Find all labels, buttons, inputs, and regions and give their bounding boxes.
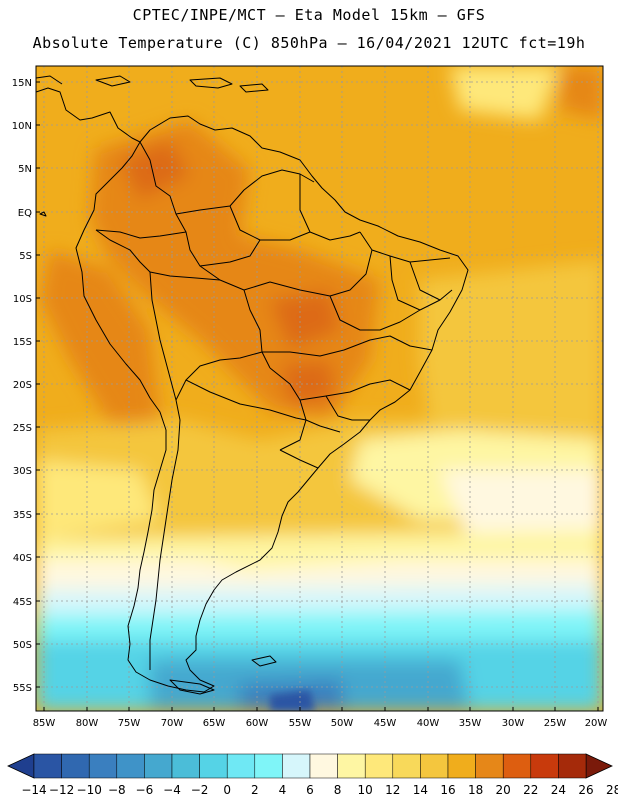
colorbar-left-arrow	[7, 753, 35, 779]
lat-label: 40S	[13, 553, 32, 564]
colorbar-label: 26	[578, 783, 593, 797]
lat-label: 15S	[13, 337, 32, 348]
lon-label: 40W	[417, 718, 440, 729]
lat-label: 30S	[13, 466, 32, 477]
chart-title-line1: CPTEC/INPE/MCT – Eta Model 15km – GFS	[132, 6, 486, 24]
lon-label: 20W	[585, 718, 608, 729]
colorbar-label: 20	[496, 783, 511, 797]
colorbar-label: 14	[413, 783, 428, 797]
colorbar-cell	[447, 753, 476, 779]
colorbar-label: −4	[163, 783, 181, 797]
colorbar-label: 22	[523, 783, 538, 797]
colorbar-cell	[171, 753, 200, 779]
chart-title-line2: Absolute Temperature (C) 850hPa – 16/04/…	[32, 34, 586, 52]
colorbar-label: −6	[136, 783, 154, 797]
colorbar-label: −2	[191, 783, 209, 797]
colorbar-cell	[530, 753, 559, 779]
colorbar-cell	[226, 753, 256, 779]
lat-label: 25S	[13, 423, 32, 434]
lon-label: 35W	[459, 718, 482, 729]
colorbar-cell	[337, 753, 366, 779]
temperature-field	[36, 66, 603, 711]
lon-label: 65W	[203, 718, 226, 729]
latitude-axis: 15N 10N 5N EQ 5S 10S 15S 20S 25S 30S 35S…	[12, 78, 40, 694]
colorbar-label: 16	[440, 783, 455, 797]
lon-label: 85W	[33, 718, 56, 729]
map-frame	[35, 65, 604, 712]
lon-label: 30W	[502, 718, 525, 729]
lat-label: 35S	[13, 510, 32, 521]
colorbar-cell	[254, 753, 283, 779]
longitude-axis: 85W 80W 75W 70W 65W 60W 55W 50W 45W 40W …	[33, 707, 608, 729]
colorbar-label: −12	[49, 783, 74, 797]
colorbar-right-arrow	[585, 753, 613, 779]
colorbar-cell	[282, 753, 311, 779]
colorbar-cell	[309, 753, 338, 779]
colorbar-cell	[88, 753, 118, 779]
colorbar-cell	[558, 753, 587, 779]
colorbar-cell	[392, 753, 421, 779]
colorbar-label: 4	[279, 783, 287, 797]
lat-label: 5N	[18, 164, 32, 175]
colorbar-label: 2	[251, 783, 259, 797]
lat-label: 10N	[12, 121, 32, 132]
lat-label: 20S	[13, 380, 32, 391]
lon-label: 50W	[331, 718, 354, 729]
colorbar-cell	[116, 753, 145, 779]
lon-label: 45W	[374, 718, 397, 729]
colorbar-label: −10	[77, 783, 102, 797]
colorbar: −14 −12 −10 −8 −6 −4 −2 0 2 4 6 8 10 12 14 16 18 20 22 24 26…	[7, 753, 618, 797]
lon-label: 80W	[76, 718, 99, 729]
colorbar-cell	[502, 753, 532, 779]
lon-label: 55W	[289, 718, 312, 729]
colorbar-label: 6	[306, 783, 314, 797]
lon-label: 25W	[544, 718, 567, 729]
colorbar-cell	[364, 753, 394, 779]
colorbar-label: 24	[551, 783, 566, 797]
colorbar-cell	[33, 753, 62, 779]
colorbar-label: −14	[21, 783, 46, 797]
colorbar-cell	[475, 753, 504, 779]
lat-label: 55S	[13, 683, 32, 694]
colorbar-label: 8	[334, 783, 342, 797]
lat-label: 45S	[13, 597, 32, 608]
colorbar-cell	[144, 753, 173, 779]
colorbar-label: 28	[606, 783, 618, 797]
colorbar-label: −8	[108, 783, 126, 797]
colorbar-cell	[61, 753, 90, 779]
colorbar-cell	[420, 753, 449, 779]
colorbar-label: 10	[358, 783, 373, 797]
lat-label: 10S	[13, 294, 32, 305]
colorbar-cell	[199, 753, 228, 779]
continent-outlines	[36, 75, 469, 695]
colorbar-label: 0	[223, 783, 231, 797]
lon-label: 70W	[161, 718, 184, 729]
lat-label: EQ	[18, 208, 32, 219]
lat-label: 15N	[12, 78, 32, 89]
colorbar-label: 18	[468, 783, 483, 797]
lon-label: 60W	[246, 718, 269, 729]
lon-label: 75W	[118, 718, 141, 729]
lat-label: 50S	[13, 640, 32, 651]
lat-label: 5S	[19, 251, 32, 262]
colorbar-label: 12	[385, 783, 400, 797]
